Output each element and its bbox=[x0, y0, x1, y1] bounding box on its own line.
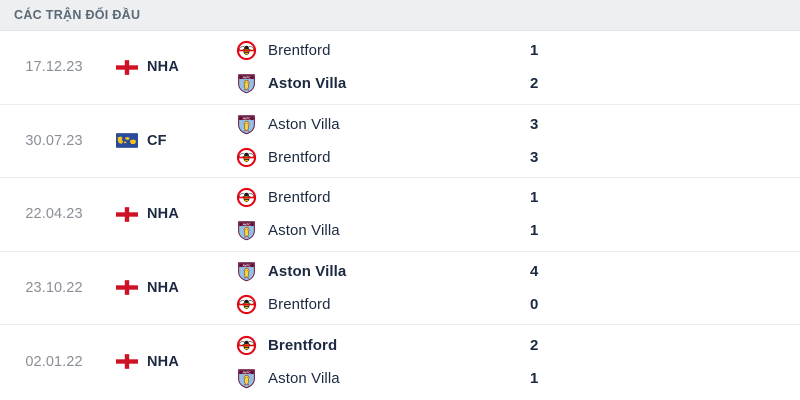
brentford-badge-icon bbox=[236, 294, 257, 314]
match-row[interactable]: 22.04.23 NHA Brentford AVFC Aston Villa 1 1 bbox=[0, 178, 800, 252]
home-score: 3 bbox=[530, 115, 539, 133]
england-flag-icon bbox=[116, 206, 138, 222]
home-team-row[interactable]: Brentford bbox=[236, 187, 490, 209]
away-team-row[interactable]: AVFC Aston Villa bbox=[236, 367, 490, 389]
home-team-row[interactable]: AVFC Aston Villa bbox=[236, 260, 490, 282]
home-team-name: Aston Villa bbox=[268, 115, 340, 133]
away-score: 1 bbox=[530, 369, 539, 387]
away-team-name: Brentford bbox=[268, 295, 331, 313]
competition-label: NHA bbox=[147, 206, 180, 223]
panel-header: CÁC TRẬN ĐỐI ĐẦU bbox=[0, 0, 800, 31]
away-team-row[interactable]: Brentford bbox=[236, 146, 490, 168]
match-row[interactable]: 30.07.23 CF AVFC Aston Villa Brentford 3 3 bbox=[0, 104, 800, 178]
brentford-badge-icon bbox=[236, 41, 257, 61]
aston-villa-badge-icon: AVFC bbox=[238, 221, 255, 241]
home-score: 4 bbox=[530, 262, 539, 280]
away-team-name: Aston Villa bbox=[268, 75, 347, 93]
match-row[interactable]: 02.01.22 NHA Brentford AVFC Aston Villa 2 1 bbox=[0, 325, 800, 399]
away-score: 1 bbox=[530, 222, 539, 240]
home-team-row[interactable]: Brentford bbox=[236, 40, 490, 62]
aston-villa-badge-icon: AVFC bbox=[238, 369, 255, 389]
home-score: 2 bbox=[530, 336, 539, 354]
svg-text:AVFC: AVFC bbox=[242, 370, 251, 374]
svg-text:AVFC: AVFC bbox=[242, 263, 251, 267]
competition-label: NHA bbox=[147, 353, 180, 370]
teams-cell: Brentford AVFC Aston Villa bbox=[218, 40, 490, 95]
match-date: 17.12.23 bbox=[25, 59, 83, 76]
brentford-badge-icon bbox=[236, 147, 257, 167]
aston-villa-badge-icon: AVFC bbox=[238, 115, 255, 135]
england-flag-icon bbox=[116, 280, 138, 296]
away-score: 3 bbox=[530, 148, 539, 166]
home-team-row[interactable]: AVFC Aston Villa bbox=[236, 113, 490, 135]
match-row[interactable]: 23.10.22 NHA AVFC Aston Villa Brentford 4 0 bbox=[0, 251, 800, 325]
aston-villa-badge-icon: AVFC bbox=[238, 262, 255, 282]
competition-label: CF bbox=[147, 132, 167, 149]
away-team-name: Aston Villa bbox=[268, 369, 340, 387]
svg-text:AVFC: AVFC bbox=[242, 76, 251, 80]
teams-cell: Brentford AVFC Aston Villa bbox=[218, 187, 490, 242]
home-score: 1 bbox=[530, 189, 539, 207]
england-flag-icon bbox=[116, 354, 138, 370]
home-team-row[interactable]: Brentford bbox=[236, 334, 490, 356]
competition-cell[interactable]: NHA bbox=[108, 354, 218, 370]
teams-cell: AVFC Aston Villa Brentford bbox=[218, 260, 490, 315]
match-date: 23.10.22 bbox=[25, 279, 83, 296]
match-date: 30.07.23 bbox=[25, 132, 83, 149]
competition-cell[interactable]: NHA bbox=[108, 280, 218, 296]
competition-cell[interactable]: NHA bbox=[108, 59, 218, 75]
england-flag-icon bbox=[116, 59, 138, 75]
home-team-name: Aston Villa bbox=[268, 262, 347, 280]
match-list: 17.12.23 NHA Brentford AVFC Aston Villa 1 2 30.… bbox=[0, 31, 800, 399]
home-team-name: Brentford bbox=[268, 336, 338, 354]
away-team-name: Aston Villa bbox=[268, 222, 340, 240]
match-date: 02.01.22 bbox=[25, 353, 83, 370]
away-team-name: Brentford bbox=[268, 148, 331, 166]
aston-villa-badge-icon: AVFC bbox=[238, 74, 255, 94]
page-title: CÁC TRẬN ĐỐI ĐẦU bbox=[14, 8, 141, 22]
brentford-badge-icon bbox=[236, 335, 257, 355]
svg-text:AVFC: AVFC bbox=[242, 223, 251, 227]
away-team-row[interactable]: AVFC Aston Villa bbox=[236, 73, 490, 95]
away-score: 0 bbox=[530, 295, 539, 313]
home-score: 1 bbox=[530, 42, 539, 60]
away-team-row[interactable]: Brentford bbox=[236, 293, 490, 315]
world-flag-icon bbox=[116, 133, 138, 149]
teams-cell: AVFC Aston Villa Brentford bbox=[218, 113, 490, 168]
teams-cell: Brentford AVFC Aston Villa bbox=[218, 334, 490, 389]
away-score: 2 bbox=[530, 75, 539, 93]
home-team-name: Brentford bbox=[268, 189, 331, 207]
match-row[interactable]: 17.12.23 NHA Brentford AVFC Aston Villa 1 2 bbox=[0, 31, 800, 105]
competition-label: NHA bbox=[147, 59, 180, 76]
svg-text:AVFC: AVFC bbox=[242, 116, 251, 120]
brentford-badge-icon bbox=[236, 188, 257, 208]
match-date: 22.04.23 bbox=[25, 206, 83, 223]
competition-cell[interactable]: NHA bbox=[108, 206, 218, 222]
competition-cell[interactable]: CF bbox=[108, 133, 218, 149]
home-team-name: Brentford bbox=[268, 42, 331, 60]
away-team-row[interactable]: AVFC Aston Villa bbox=[236, 220, 490, 242]
competition-label: NHA bbox=[147, 279, 180, 296]
